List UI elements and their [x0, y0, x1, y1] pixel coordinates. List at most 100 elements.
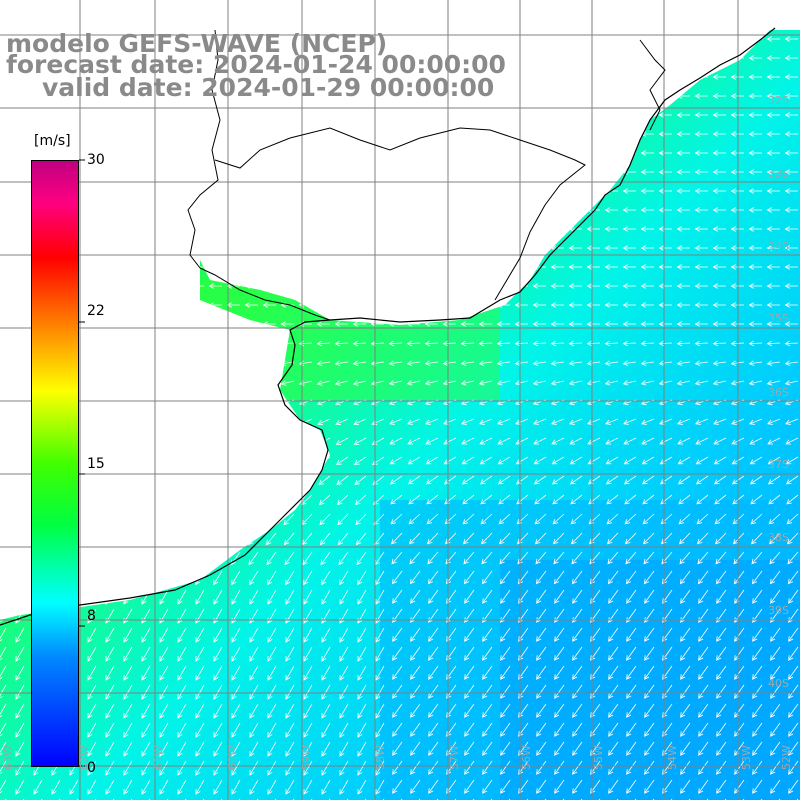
wind-arrow [136, 321, 150, 327]
wind-arrow [408, 494, 421, 505]
wind-arrow [752, 703, 763, 718]
wind-arrow [280, 380, 295, 386]
wind-arrow [190, 360, 205, 366]
wind-arrow [680, 646, 691, 661]
wind-arrow [193, 532, 205, 546]
wind-arrow [303, 570, 313, 586]
wind-arrow [10, 283, 24, 289]
wind-arrow [713, 418, 727, 425]
wind-arrow [497, 437, 511, 445]
wind-arrow [191, 437, 205, 445]
wind-arrow [267, 760, 277, 776]
wind-arrow [694, 169, 708, 175]
wind-arrow [123, 741, 133, 757]
wind-arrow [676, 74, 690, 80]
wind-arrow [392, 646, 403, 661]
wind-arrow [569, 18, 582, 23]
wind-arrow [298, 245, 312, 251]
wind-arrow [334, 360, 349, 366]
wind-arrow [514, 93, 528, 99]
wind-arrow [586, 226, 600, 232]
wind-arrow [749, 437, 763, 445]
wind-arrow [231, 646, 241, 662]
wind-arrow [154, 188, 168, 194]
wind-arrow [442, 150, 456, 156]
wind-arrow [136, 169, 150, 175]
wind-arrow [101, 18, 114, 23]
wind-arrow [406, 150, 420, 156]
wind-arrow [154, 302, 168, 308]
wind-arrow [176, 551, 187, 566]
wind-arrow [0, 131, 6, 137]
wind-arrow [622, 74, 636, 80]
wind-arrow [550, 360, 565, 366]
wind-arrow [0, 93, 6, 99]
wind-arrow [770, 589, 781, 604]
wind-arrow [410, 741, 421, 756]
wind-arrow [0, 627, 7, 643]
wind-arrow [118, 207, 132, 213]
longitude-label: 55W [592, 745, 605, 770]
wind-arrow [696, 513, 709, 525]
wind-arrow [65, 18, 78, 23]
wind-arrow [120, 494, 133, 506]
wind-arrow [154, 245, 168, 251]
wind-arrow [392, 722, 403, 737]
wind-arrow [768, 532, 781, 545]
wind-arrow [694, 360, 709, 366]
wind-arrow [424, 36, 438, 42]
wind-arrow [392, 760, 403, 775]
wind-arrow [678, 494, 691, 505]
wind-arrow [712, 360, 727, 366]
wind-arrow [660, 532, 673, 545]
wind-arrow [226, 112, 240, 118]
wind-arrow [406, 360, 421, 366]
wind-arrow [316, 380, 331, 386]
wind-arrow [749, 456, 763, 465]
wind-arrow [119, 437, 133, 445]
wind-arrow [100, 340, 115, 347]
wind-arrow [626, 646, 637, 661]
wind-arrow [105, 627, 115, 643]
wind-arrow [321, 684, 331, 700]
wind-arrow [536, 703, 547, 718]
wind-arrow [410, 684, 421, 699]
wind-arrow [534, 494, 547, 505]
longitude-label: 57W [448, 745, 461, 770]
wind-arrow [352, 360, 367, 366]
wind-arrow [770, 665, 781, 680]
wind-arrow [498, 513, 511, 525]
wind-arrow [388, 245, 402, 251]
wind-arrow [159, 760, 169, 776]
wind-arrow [300, 475, 313, 486]
wind-arrow [298, 264, 312, 270]
wind-arrow [285, 760, 295, 776]
wind-arrow [698, 760, 709, 775]
wind-arrow [622, 283, 636, 289]
colorbar [31, 160, 79, 767]
wind-arrow [784, 131, 798, 137]
wind-arrow [299, 18, 312, 23]
wind-arrow [262, 112, 276, 118]
wind-arrow [321, 665, 331, 681]
wind-arrow [10, 131, 24, 137]
wind-arrow [770, 722, 781, 737]
wind-arrow [303, 741, 313, 757]
wind-arrow [0, 589, 7, 605]
wind-arrow [428, 646, 439, 661]
wind-arrow [392, 779, 403, 794]
wind-arrow [335, 437, 349, 445]
wind-arrow [532, 380, 547, 386]
wind-arrow [550, 207, 564, 213]
wind-arrow [244, 112, 258, 118]
wind-arrow [316, 283, 330, 289]
wind-arrow [426, 513, 439, 525]
wind-arrow [766, 321, 780, 327]
wind-arrow [141, 741, 151, 757]
wind-arrow [85, 532, 97, 546]
wind-arrow [784, 55, 798, 61]
wind-arrow [482, 722, 493, 737]
wind-arrow [716, 779, 727, 794]
wind-arrow [770, 741, 781, 756]
